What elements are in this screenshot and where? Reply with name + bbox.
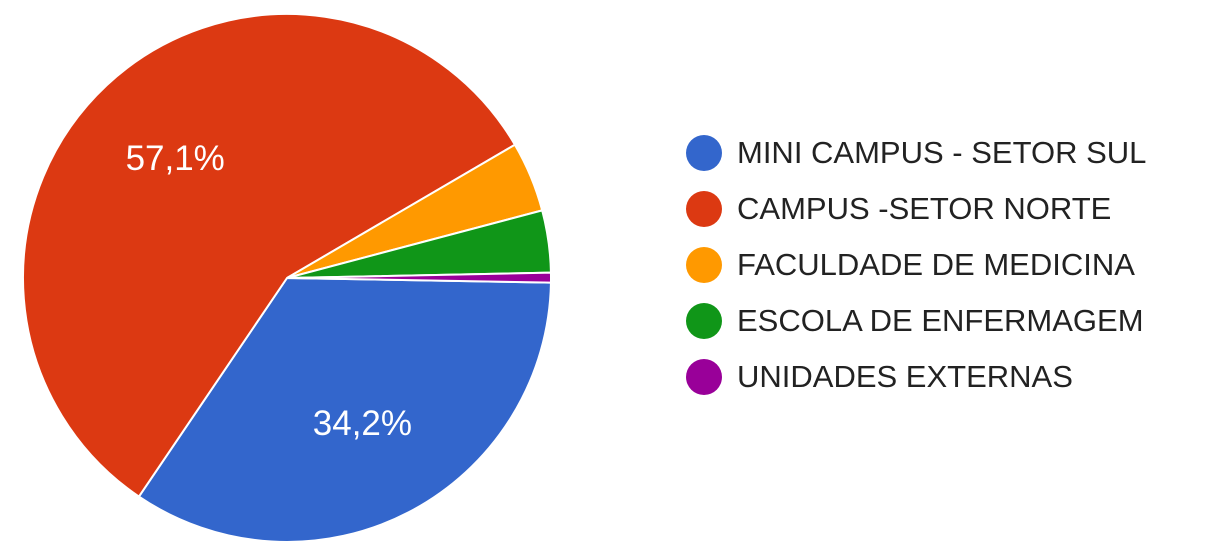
- slice-value-label: 34,2%: [313, 404, 412, 443]
- legend-label: FACULDADE DE MEDICINA: [737, 247, 1135, 282]
- legend-swatch: [686, 303, 722, 339]
- legend-item[interactable]: MINI CAMPUS - SETOR SUL: [686, 125, 1146, 181]
- pie-slice[interactable]: [286, 271, 553, 284]
- legend-swatch: [686, 191, 722, 227]
- legend-label: CAMPUS -SETOR NORTE: [737, 191, 1112, 226]
- legend-swatch: [686, 135, 722, 171]
- legend-item[interactable]: FACULDADE DE MEDICINA: [686, 237, 1146, 293]
- legend-label: UNIDADES EXTERNAS: [737, 359, 1073, 394]
- legend-item[interactable]: UNIDADES EXTERNAS: [686, 349, 1146, 405]
- legend-swatch: [686, 247, 722, 283]
- legend: MINI CAMPUS - SETOR SUL CAMPUS -SETOR NO…: [686, 125, 1146, 405]
- legend-item[interactable]: ESCOLA DE ENFERMAGEM: [686, 293, 1146, 349]
- pie-slice[interactable]: [137, 276, 552, 543]
- pie-slice[interactable]: [21, 13, 517, 498]
- legend-item[interactable]: CAMPUS -SETOR NORTE: [686, 181, 1146, 237]
- legend-label: MINI CAMPUS - SETOR SUL: [737, 135, 1147, 170]
- pie-slice-labels: 34,2% 57,1%: [126, 139, 412, 443]
- pie-slices: [21, 13, 553, 543]
- slice-value-label: 57,1%: [126, 139, 225, 178]
- legend-swatch: [686, 359, 722, 395]
- legend-label: ESCOLA DE ENFERMAGEM: [737, 303, 1144, 338]
